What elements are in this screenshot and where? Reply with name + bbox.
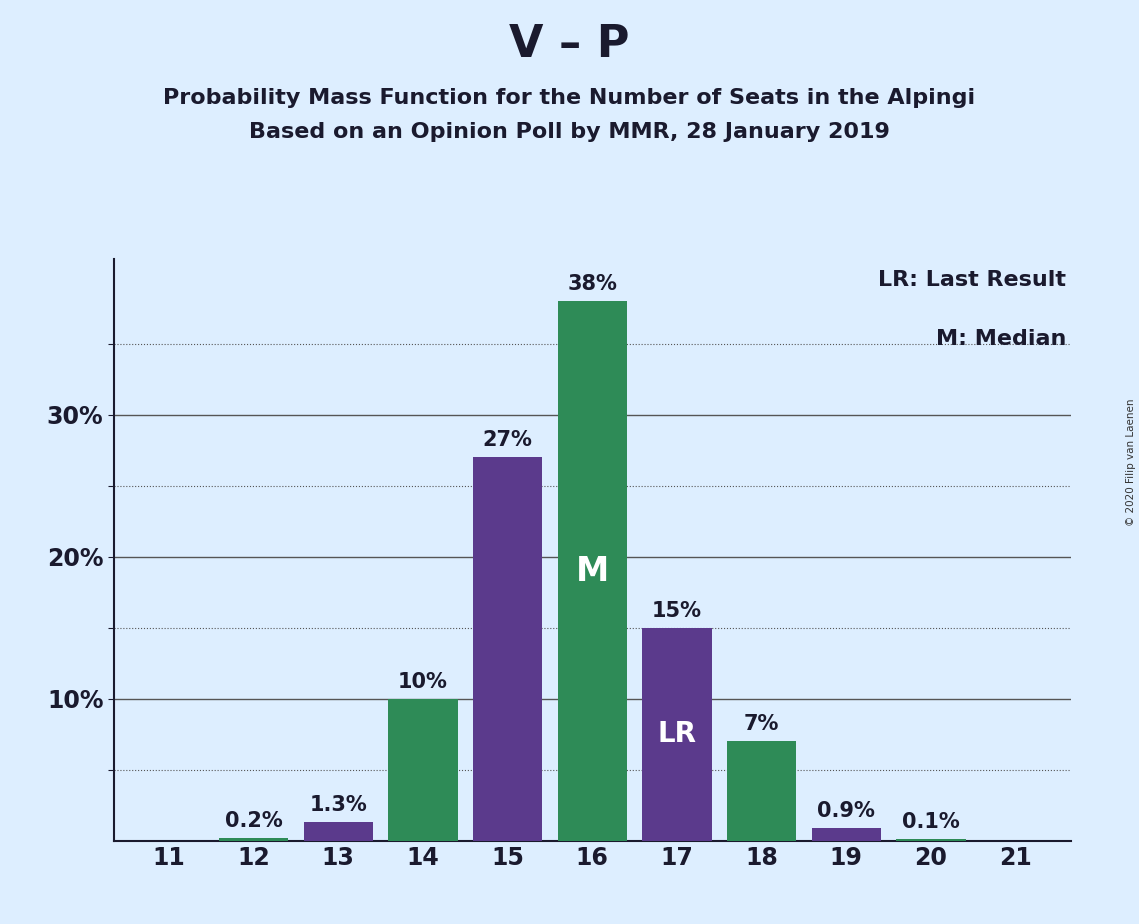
Text: V – P: V – P [509, 23, 630, 67]
Bar [896, 839, 966, 841]
Text: © 2020 Filip van Laenen: © 2020 Filip van Laenen [1126, 398, 1136, 526]
Text: 1.3%: 1.3% [310, 796, 367, 815]
Text: 38%: 38% [567, 274, 617, 294]
Text: 0.2%: 0.2% [224, 811, 282, 831]
Bar [388, 699, 458, 841]
Bar [727, 741, 796, 841]
Text: Probability Mass Function for the Number of Seats in the Alpingi: Probability Mass Function for the Number… [163, 88, 976, 108]
Text: 27%: 27% [483, 431, 533, 450]
Text: 7%: 7% [744, 714, 779, 735]
Text: 15%: 15% [652, 601, 702, 621]
Text: 10%: 10% [398, 672, 448, 692]
Bar [473, 457, 542, 841]
Text: 0.9%: 0.9% [818, 801, 875, 821]
Text: 0.1%: 0.1% [902, 812, 960, 833]
Text: M: Median: M: Median [935, 329, 1066, 348]
Bar [304, 822, 372, 841]
Bar [812, 828, 880, 841]
Text: Based on an Opinion Poll by MMR, 28 January 2019: Based on an Opinion Poll by MMR, 28 Janu… [249, 122, 890, 142]
Text: M: M [575, 554, 609, 588]
Bar [642, 628, 712, 841]
Bar [219, 838, 288, 841]
Bar [558, 301, 626, 841]
Text: LR: Last Result: LR: Last Result [878, 271, 1066, 290]
Text: LR: LR [657, 721, 696, 748]
